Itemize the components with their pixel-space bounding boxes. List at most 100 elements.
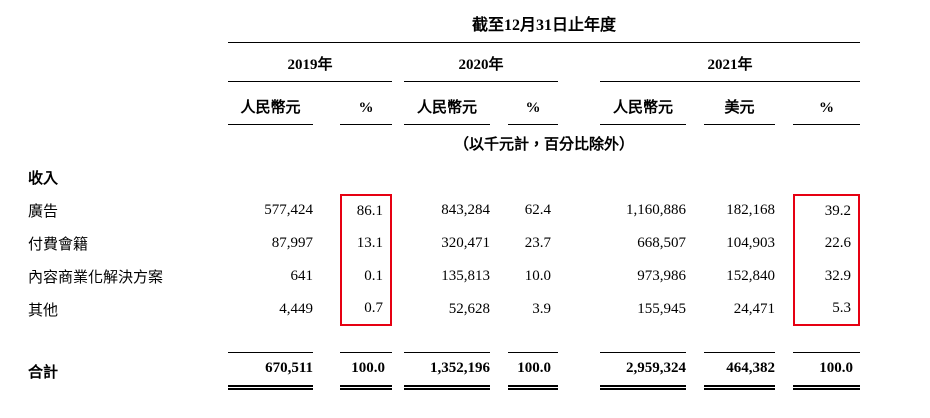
- column-gap: [558, 43, 600, 82]
- row-label-spacer: [28, 125, 228, 158]
- total-label: 合計: [28, 365, 59, 381]
- table-cell: 577,424: [264, 202, 313, 218]
- column-gap: [558, 293, 600, 326]
- table-cell: 3.9: [532, 301, 551, 317]
- column-header-row: 人民幣元 % 人民幣元 % 人民幣元 美元 %: [28, 82, 860, 125]
- row-label-spacer: [28, 43, 228, 82]
- col-header-2020-rmb: 人民幣元: [404, 82, 490, 125]
- column-gap: [392, 260, 404, 293]
- table-cell: 87,997: [271, 235, 313, 251]
- column-gap: [558, 194, 600, 227]
- column-gap: [558, 82, 600, 125]
- column-gap: [392, 43, 404, 82]
- row-label: 廣告: [28, 204, 59, 220]
- table-cell: 24,471: [733, 301, 775, 317]
- column-gap: [558, 352, 600, 390]
- column-gap: [490, 352, 508, 390]
- table-cell: 10.0: [524, 268, 551, 284]
- financial-table: 截至12月31日止年度 2019年 2020年 2021年 人民幣元 % 人民幣…: [28, 0, 860, 390]
- year-header-row: 2019年 2020年 2021年: [28, 43, 860, 82]
- column-gap: [686, 352, 704, 390]
- table-title: 截至12月31日止年度: [228, 0, 860, 43]
- column-gap: [313, 293, 340, 326]
- column-gap: [686, 82, 704, 125]
- table-row-others: 其他 4,449 0.7 52,628 3.9 155,945 24,471 5…: [28, 293, 860, 326]
- column-gap: [490, 194, 508, 227]
- table-cell: 23.7: [524, 235, 551, 251]
- column-gap: [775, 82, 793, 125]
- section-header-filler: [228, 158, 860, 194]
- column-gap: [313, 227, 340, 260]
- table-cell: 320,471: [441, 235, 490, 251]
- col-header-2021-pct: %: [793, 82, 860, 125]
- column-gap: [558, 260, 600, 293]
- year-header-2020: 2020年: [404, 43, 558, 82]
- column-gap: [313, 194, 340, 227]
- column-gap: [775, 260, 793, 293]
- highlighted-cell: 0.7: [340, 293, 392, 326]
- col-header-2021-usd: 美元: [704, 82, 775, 125]
- table-cell: 641: [290, 268, 314, 284]
- col-header-2020-pct: %: [508, 82, 558, 125]
- column-gap: [686, 260, 704, 293]
- total-cell: 100.0: [793, 352, 860, 390]
- row-label-spacer: [28, 82, 228, 125]
- column-gap: [490, 227, 508, 260]
- highlighted-cell: 39.2: [793, 194, 860, 227]
- column-gap: [775, 194, 793, 227]
- total-cell: 464,382: [704, 352, 775, 390]
- column-gap: [490, 260, 508, 293]
- column-gap: [490, 293, 508, 326]
- spacer: [28, 326, 860, 352]
- highlighted-cell: 86.1: [340, 194, 392, 227]
- row-label: 內容商業化解決方案: [28, 270, 164, 286]
- column-gap: [686, 194, 704, 227]
- table-cell: 135,813: [441, 268, 490, 284]
- column-gap: [313, 82, 340, 125]
- table-cell: 62.4: [524, 202, 551, 218]
- table-cell: 104,903: [726, 235, 775, 251]
- total-cell: 2,959,324: [600, 352, 686, 390]
- highlighted-cell: 13.1: [340, 227, 392, 260]
- total-cell: 670,511: [228, 352, 313, 390]
- units-note-row: （以千元計，百分比除外）: [28, 125, 860, 158]
- table-cell: 668,507: [637, 235, 686, 251]
- column-gap: [558, 227, 600, 260]
- year-header-2021: 2021年: [600, 43, 860, 82]
- table-cell: 1,160,886: [626, 202, 686, 218]
- highlighted-cell: 22.6: [793, 227, 860, 260]
- column-gap: [686, 293, 704, 326]
- total-cell: 100.0: [508, 352, 558, 390]
- highlighted-cell: 5.3: [793, 293, 860, 326]
- table-cell: 843,284: [441, 202, 490, 218]
- table-cell: 182,168: [726, 202, 775, 218]
- column-gap: [392, 352, 404, 390]
- row-label-spacer: [28, 0, 228, 43]
- table-cell: 4,449: [279, 301, 313, 317]
- highlighted-cell: 32.9: [793, 260, 860, 293]
- units-note: （以千元計，百分比除外）: [453, 137, 634, 153]
- total-cell: 1,352,196: [404, 352, 490, 390]
- column-gap: [392, 194, 404, 227]
- table-row-paid-membership: 付費會籍 87,997 13.1 320,471 23.7 668,507 10…: [28, 227, 860, 260]
- column-gap: [313, 352, 340, 390]
- table-cell: 155,945: [637, 301, 686, 317]
- column-gap: [686, 227, 704, 260]
- table-row-total: 合計 670,511 100.0 1,352,196 100.0 2,959,3…: [28, 352, 860, 390]
- column-gap: [775, 293, 793, 326]
- table-cell: 973,986: [637, 268, 686, 284]
- year-header-2019: 2019年: [228, 43, 392, 82]
- document-page: 截至12月31日止年度 2019年 2020年 2021年 人民幣元 % 人民幣…: [28, 0, 860, 390]
- col-header-2019-pct: %: [340, 82, 392, 125]
- total-cell: 100.0: [340, 352, 392, 390]
- row-label: 付費會籍: [28, 237, 89, 253]
- table-cell: 152,840: [726, 268, 775, 284]
- column-gap: [392, 293, 404, 326]
- column-gap: [775, 352, 793, 390]
- row-label: 其他: [28, 303, 59, 319]
- table-title-row: 截至12月31日止年度: [28, 0, 860, 43]
- section-header-row: 收入: [28, 158, 860, 194]
- table-row-content-solutions: 內容商業化解決方案 641 0.1 135,813 10.0 973,986 1…: [28, 260, 860, 293]
- table-cell: 52,628: [448, 301, 490, 317]
- column-gap: [775, 227, 793, 260]
